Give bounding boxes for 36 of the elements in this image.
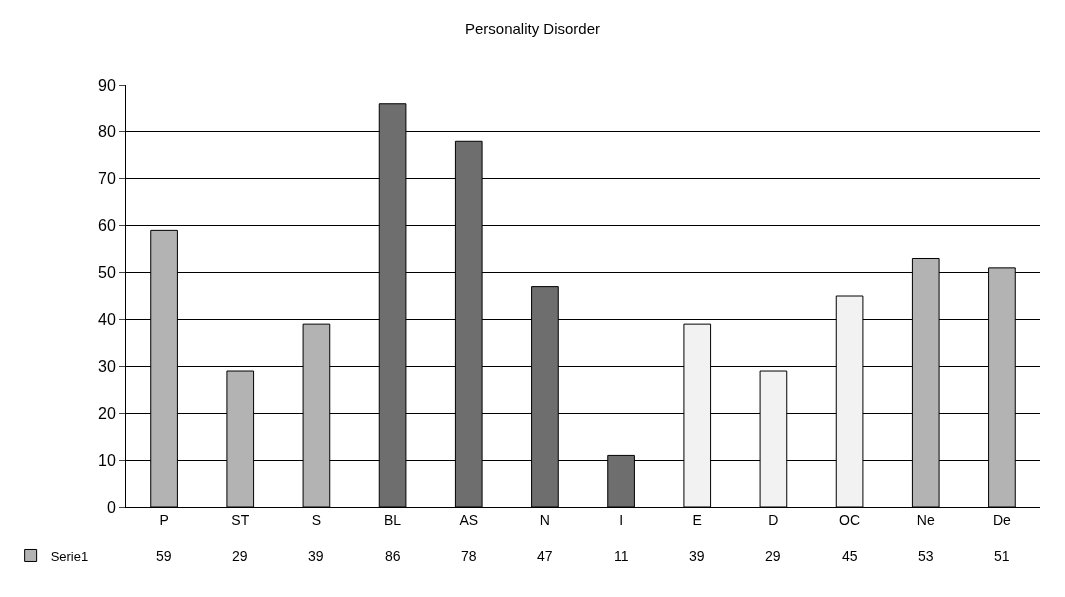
x-tick-label: I [619, 511, 624, 528]
x-tick-label: Ne [916, 511, 935, 528]
data-label: 86 [385, 548, 401, 564]
x-tick-label: OC [839, 511, 861, 528]
y-tick-label: 80 [98, 123, 116, 141]
data-label: 51 [994, 548, 1010, 564]
y-tick-label: 70 [98, 170, 116, 188]
x-tick-label: De [992, 511, 1012, 528]
x-tick-label: S [311, 511, 322, 528]
x-tick-label: AS [459, 511, 479, 528]
data-label: 29 [232, 548, 248, 564]
y-tick-label: 10 [98, 451, 116, 469]
y-tick-label: 30 [98, 357, 116, 375]
chart-title: Personality Disorder [464, 20, 601, 38]
x-tick-label: D [768, 511, 779, 528]
data-label: 53 [918, 548, 934, 564]
x-tick-label: E [692, 511, 702, 528]
x-tick-label: P [159, 511, 169, 528]
data-label: 11 [614, 548, 629, 564]
x-tick-label: BL [384, 511, 402, 528]
data-label: 29 [765, 548, 781, 564]
data-label: 59 [156, 548, 172, 564]
data-label: 78 [461, 548, 477, 564]
legend-label: Serie1 [50, 548, 89, 564]
y-tick-label: 20 [98, 404, 116, 422]
data-label: 39 [308, 548, 324, 564]
data-label: 39 [689, 548, 705, 564]
y-tick-label: 60 [98, 217, 116, 235]
x-tick-label: ST [231, 511, 250, 528]
y-tick-label: 50 [98, 264, 116, 282]
y-tick-label: 0 [106, 498, 116, 516]
data-label: 45 [842, 548, 858, 564]
data-label: 47 [537, 548, 553, 564]
y-tick-label: 90 [98, 76, 116, 94]
y-tick-label: 40 [98, 311, 116, 329]
x-tick-label: N [539, 511, 550, 528]
